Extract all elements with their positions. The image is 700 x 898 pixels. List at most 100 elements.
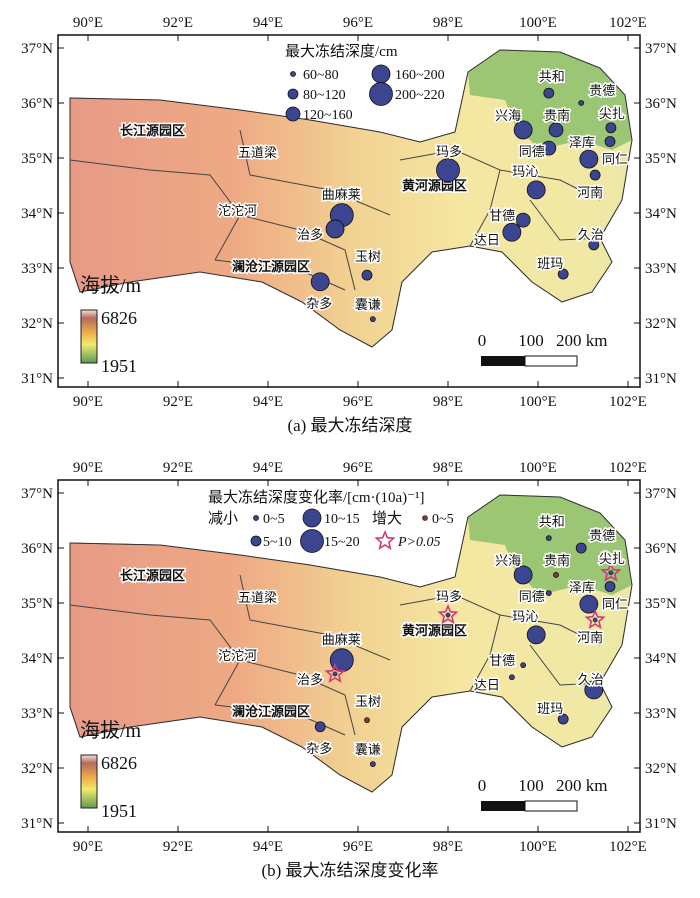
station-marker	[310, 272, 330, 292]
park-boundary	[499, 614, 601, 646]
station-label: 兴海	[495, 109, 521, 124]
station-marker	[608, 570, 614, 576]
legend-marker	[371, 64, 391, 84]
station-label: 共和	[539, 515, 565, 530]
lon-tick-label-top: 92°E	[163, 460, 193, 476]
station-marker	[557, 268, 569, 280]
scale-bar-white	[524, 800, 578, 812]
station-label: 杂多	[306, 296, 332, 312]
lat-tick-label-left: 36°N	[21, 541, 53, 557]
station-marker	[588, 239, 600, 251]
elevation-max-label: 6826	[101, 308, 137, 328]
legend-label: 0~5	[263, 512, 285, 527]
lon-tick-label-bottom: 96°E	[343, 839, 373, 855]
station-label: 兴海	[495, 554, 521, 569]
lat-tick-label-left: 31°N	[21, 816, 53, 832]
lat-tick-label-right: 36°N	[645, 96, 677, 112]
station-label: 同仁	[602, 153, 628, 168]
lat-tick-label-left: 33°N	[21, 261, 53, 277]
park-boundary	[214, 704, 346, 736]
lat-tick-label-right: 36°N	[645, 541, 677, 557]
station-label: 河南	[577, 630, 603, 646]
green-lowland	[468, 50, 632, 150]
lon-tick-label-bottom: 100°E	[519, 394, 557, 410]
lat-tick-label-left: 34°N	[21, 651, 53, 667]
station-label: 玛沁	[512, 610, 538, 625]
station-marker	[575, 542, 587, 554]
lon-tick-label-top: 100°E	[519, 460, 557, 476]
legend-marker	[422, 515, 428, 521]
legend-label: 10~15	[324, 512, 360, 527]
scale-label: 100	[518, 776, 544, 795]
lon-tick-label-top: 100°E	[519, 15, 557, 31]
station-label: 班玛	[537, 257, 563, 272]
lon-tick-label-bottom: 102°E	[609, 839, 647, 855]
lon-tick-label-bottom: 96°E	[343, 394, 373, 410]
lat-tick-label-left: 32°N	[21, 761, 53, 777]
lat-tick-label-right: 31°N	[645, 371, 677, 387]
station-marker	[369, 761, 376, 768]
legend-label: 0~5	[432, 512, 454, 527]
station-marker	[513, 565, 533, 585]
station-marker	[604, 136, 616, 147]
lat-tick-label-right: 34°N	[645, 651, 677, 667]
scale-bar-white	[524, 355, 578, 367]
lon-tick-label-top: 90°E	[73, 15, 103, 31]
station-label: 贵德	[589, 529, 615, 544]
scale-label: 200 km	[556, 331, 607, 350]
legend-increase-label: 增大	[372, 510, 402, 527]
region-label: 沱沱河	[218, 203, 257, 219]
station-star-marker	[600, 561, 622, 582]
lat-tick-label-right: 37°N	[645, 486, 677, 502]
station-marker	[541, 140, 557, 156]
scale-label: 200 km	[556, 776, 607, 795]
station-label: 同德	[519, 145, 545, 160]
park-label: 澜沧江源园区	[232, 704, 310, 720]
station-label: 共和	[539, 70, 565, 85]
lon-tick-label-top: 98°E	[433, 15, 463, 31]
legend-label: 160~200	[395, 68, 445, 83]
lon-tick-label-bottom: 92°E	[163, 839, 193, 855]
legend-marker	[302, 508, 322, 528]
legend-label: 80~120	[303, 88, 346, 103]
station-marker	[520, 662, 527, 669]
station-marker	[579, 149, 599, 169]
lon-tick-label-bottom: 98°E	[433, 839, 463, 855]
lat-tick-label-right: 35°N	[645, 151, 677, 167]
station-marker	[526, 180, 546, 200]
legend-title: 最大冻结深度/cm	[285, 42, 398, 60]
station-marker	[314, 721, 326, 733]
station-label: 达日	[474, 233, 500, 248]
legend-marker	[250, 535, 262, 547]
legend-star-label: P>0.05	[397, 535, 441, 550]
station-marker	[553, 572, 559, 578]
station-label: 久治	[578, 673, 604, 688]
lat-tick-label-left: 36°N	[21, 96, 53, 112]
station-label: 贵南	[544, 108, 570, 124]
station-label: 尖扎	[599, 107, 625, 122]
lon-tick-label-bottom: 98°E	[433, 394, 463, 410]
station-marker	[589, 169, 601, 181]
lon-tick-label-top: 94°E	[253, 15, 283, 31]
park-label: 黄河源园区	[402, 623, 467, 639]
station-label: 玉树	[355, 250, 381, 265]
station-marker	[548, 122, 564, 138]
lat-tick-label-left: 35°N	[21, 596, 53, 612]
park-label: 黄河源园区	[402, 178, 467, 194]
scale-bar-black	[481, 801, 525, 811]
park-boundary	[239, 574, 391, 661]
elevation-legend-title: 海拔/m	[80, 274, 142, 297]
elevation-min-label: 1951	[101, 356, 137, 376]
green-lowland	[468, 495, 632, 595]
station-marker	[545, 535, 552, 541]
station-label: 甘德	[489, 654, 515, 669]
lat-tick-label-left: 31°N	[21, 371, 53, 387]
station-label: 囊谦	[355, 742, 381, 758]
lon-tick-label-bottom: 94°E	[253, 394, 283, 410]
station-marker	[579, 594, 599, 614]
station-label: 贵德	[589, 84, 615, 99]
panel-caption: (a) 最大冻结深度	[287, 416, 412, 435]
scale-label: 0	[478, 776, 487, 795]
station-star-marker	[437, 604, 459, 625]
park-boundary	[529, 199, 601, 241]
